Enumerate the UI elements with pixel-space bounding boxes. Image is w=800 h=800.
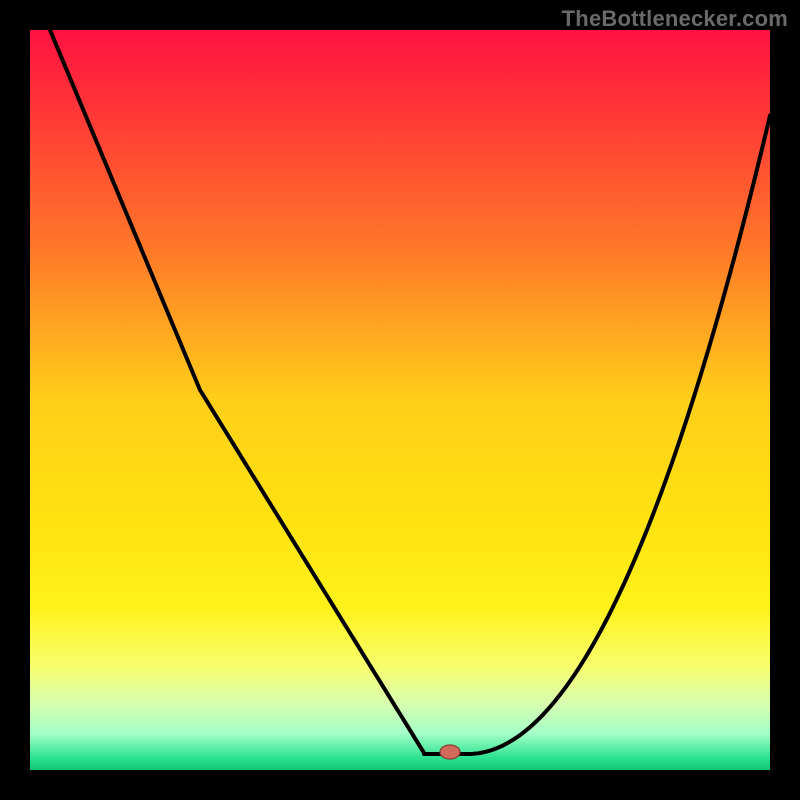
watermark-label: TheBottlenecker.com	[562, 6, 788, 32]
plot-gradient-rect	[30, 30, 770, 770]
optimal-point-marker	[440, 745, 460, 759]
chart-svg	[0, 0, 800, 800]
chart-stage: TheBottlenecker.com	[0, 0, 800, 800]
